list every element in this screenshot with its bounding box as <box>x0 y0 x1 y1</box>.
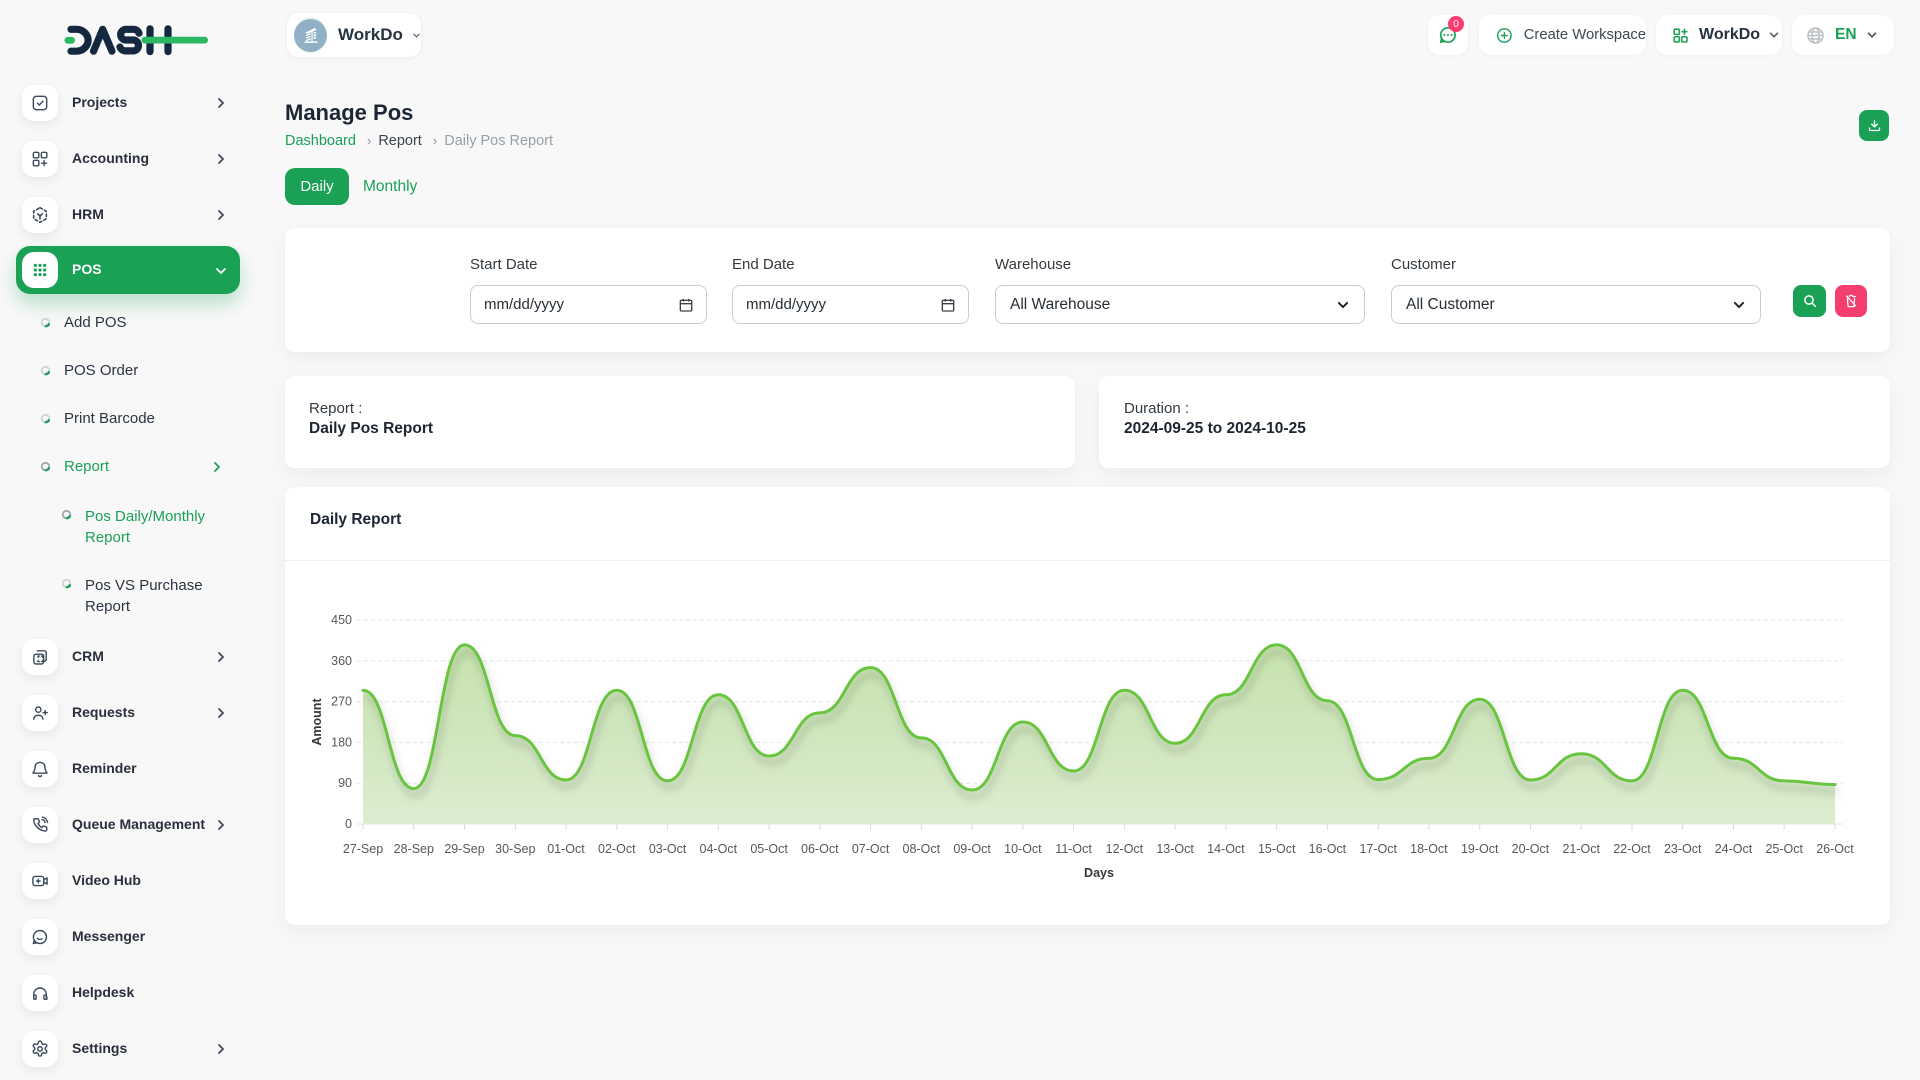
svg-text:22-Oct: 22-Oct <box>1613 842 1651 856</box>
svg-text:02-Oct: 02-Oct <box>598 842 636 856</box>
svg-text:360: 360 <box>331 654 352 668</box>
svg-text:15-Oct: 15-Oct <box>1258 842 1296 856</box>
svg-text:12-Oct: 12-Oct <box>1106 842 1144 856</box>
svg-text:06-Oct: 06-Oct <box>801 842 839 856</box>
svg-text:03-Oct: 03-Oct <box>649 842 687 856</box>
svg-text:23-Oct: 23-Oct <box>1664 842 1702 856</box>
svg-text:180: 180 <box>331 735 352 749</box>
svg-text:27-Sep: 27-Sep <box>343 842 383 856</box>
svg-text:Amount: Amount <box>310 698 324 746</box>
svg-text:30-Sep: 30-Sep <box>495 842 535 856</box>
svg-text:450: 450 <box>331 613 352 627</box>
svg-text:14-Oct: 14-Oct <box>1207 842 1245 856</box>
svg-text:26-Oct: 26-Oct <box>1816 842 1854 856</box>
svg-text:24-Oct: 24-Oct <box>1715 842 1753 856</box>
svg-text:05-Oct: 05-Oct <box>750 842 788 856</box>
svg-text:28-Sep: 28-Sep <box>394 842 434 856</box>
svg-text:19-Oct: 19-Oct <box>1461 842 1499 856</box>
svg-text:17-Oct: 17-Oct <box>1359 842 1397 856</box>
svg-text:20-Oct: 20-Oct <box>1512 842 1550 856</box>
svg-text:25-Oct: 25-Oct <box>1765 842 1803 856</box>
svg-text:Days: Days <box>1084 866 1114 880</box>
svg-text:0: 0 <box>345 817 352 831</box>
svg-text:21-Oct: 21-Oct <box>1562 842 1600 856</box>
svg-text:11-Oct: 11-Oct <box>1055 842 1092 856</box>
svg-text:08-Oct: 08-Oct <box>903 842 941 856</box>
svg-text:13-Oct: 13-Oct <box>1156 842 1194 856</box>
svg-text:90: 90 <box>338 776 352 790</box>
svg-text:18-Oct: 18-Oct <box>1410 842 1448 856</box>
svg-text:09-Oct: 09-Oct <box>953 842 991 856</box>
svg-text:10-Oct: 10-Oct <box>1004 842 1042 856</box>
svg-text:270: 270 <box>331 695 352 709</box>
svg-text:01-Oct: 01-Oct <box>547 842 585 856</box>
svg-text:07-Oct: 07-Oct <box>852 842 890 856</box>
svg-text:29-Sep: 29-Sep <box>444 842 484 856</box>
svg-text:04-Oct: 04-Oct <box>700 842 738 856</box>
svg-text:16-Oct: 16-Oct <box>1309 842 1347 856</box>
